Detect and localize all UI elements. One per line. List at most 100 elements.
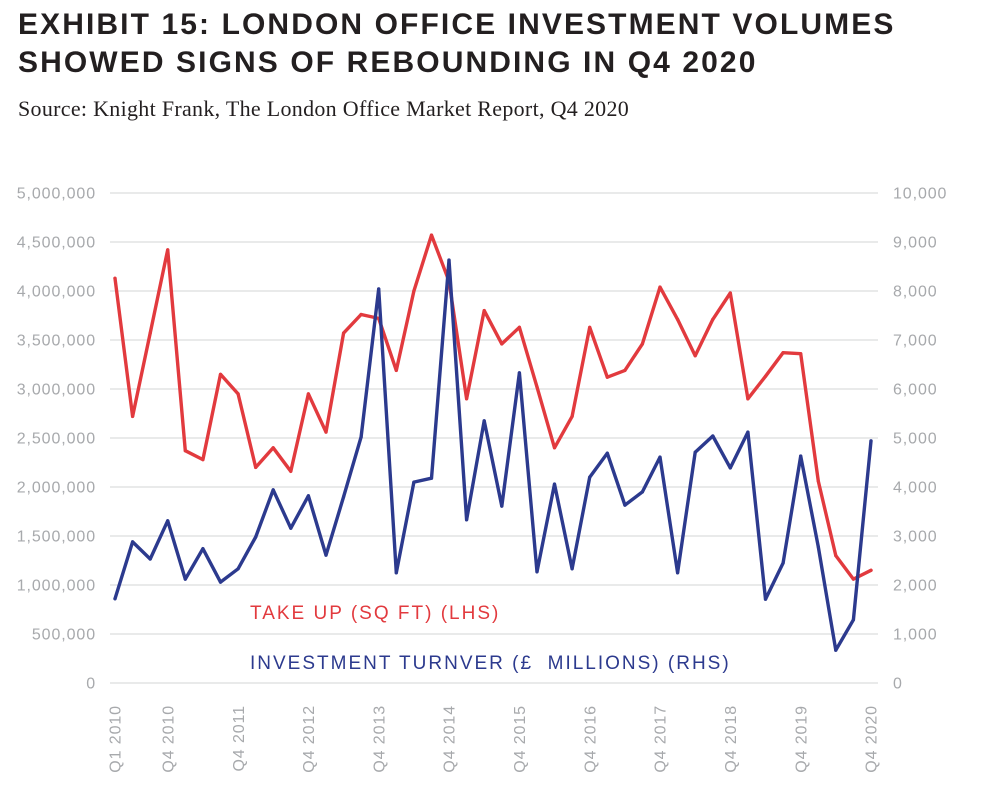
investment-turnover-point bbox=[763, 597, 768, 601]
investment-turnover-point bbox=[552, 482, 557, 486]
x-tick-label: Q4 2019 bbox=[793, 705, 810, 773]
investment-turnover-point bbox=[711, 434, 715, 438]
investment-turnover-point bbox=[271, 488, 275, 492]
y-left-tick-label: 5,000,000 bbox=[17, 186, 96, 203]
take-up-point bbox=[746, 397, 750, 401]
investment-turnover-point bbox=[218, 580, 223, 584]
take-up-point bbox=[429, 233, 434, 237]
y-left-tick-label: 2,500,000 bbox=[17, 431, 96, 448]
take-up-point bbox=[605, 375, 609, 379]
investment-turnover-point bbox=[183, 577, 187, 581]
y-right-tick-label: 7,000 bbox=[893, 333, 938, 350]
investment-turnover-point bbox=[728, 466, 732, 470]
investment-turnover-point bbox=[359, 435, 363, 439]
investment-turnover-legend-label: INVESTMENT TURNVER (£ MILLIONS) (RHS) bbox=[250, 653, 731, 674]
y-right-tick-label: 10,000 bbox=[893, 186, 947, 203]
take-up-point bbox=[412, 289, 416, 293]
x-tick-label: Q4 2012 bbox=[301, 705, 318, 773]
investment-turnover-point bbox=[834, 648, 838, 652]
investment-turnover-point bbox=[693, 450, 697, 454]
investment-turnover-point bbox=[306, 494, 310, 498]
take-up-point bbox=[676, 317, 680, 321]
take-up-point bbox=[201, 458, 205, 462]
take-up-point bbox=[535, 385, 539, 389]
take-up-point bbox=[394, 368, 398, 372]
take-up-point bbox=[183, 449, 187, 453]
legend: TAKE UP (SQ FT) (LHS) INVESTMENT TURNVER … bbox=[250, 603, 731, 674]
take-up-point bbox=[552, 446, 557, 450]
take-up-point bbox=[166, 248, 170, 252]
take-up-point bbox=[693, 354, 697, 358]
x-tick-label: Q4 2010 bbox=[160, 705, 177, 773]
take-up-point bbox=[640, 342, 645, 346]
series-lines bbox=[113, 233, 873, 652]
investment-turnover-point bbox=[623, 503, 627, 507]
investment-turnover-point bbox=[851, 618, 856, 622]
y-left-tick-label: 4,500,000 bbox=[17, 235, 96, 252]
x-tick-label: Q4 2015 bbox=[512, 705, 529, 773]
investment-turnover-point bbox=[816, 545, 820, 549]
investment-turnover-point bbox=[324, 553, 328, 557]
y-right-tick-label: 3,000 bbox=[893, 529, 938, 546]
x-tick-label: Q1 2010 bbox=[108, 705, 125, 773]
investment-turnover-point bbox=[500, 504, 504, 508]
take-up-point bbox=[711, 317, 715, 321]
take-up-point bbox=[254, 465, 258, 469]
take-up-point bbox=[623, 368, 627, 372]
x-tick-label: Q4 2016 bbox=[582, 705, 599, 773]
take-up-point bbox=[517, 325, 522, 329]
take-up-point bbox=[359, 312, 363, 317]
take-up-point bbox=[763, 374, 768, 378]
investment-turnover-point bbox=[465, 518, 469, 522]
x-tick-label: Q4 2017 bbox=[653, 705, 670, 773]
take-up-point bbox=[324, 430, 328, 434]
take-up-point bbox=[465, 397, 469, 401]
take-up-point bbox=[834, 554, 838, 558]
take-up-point bbox=[342, 331, 346, 335]
take-up-point bbox=[500, 342, 504, 346]
investment-turnover-point bbox=[869, 439, 873, 443]
investment-turnover-point bbox=[289, 526, 293, 530]
investment-turnover-point bbox=[377, 287, 381, 291]
investment-turnover-point bbox=[588, 475, 592, 479]
take-up-point bbox=[588, 325, 592, 329]
investment-turnover-point bbox=[570, 567, 574, 571]
investment-turnover-point bbox=[342, 495, 346, 499]
investment-turnover-point bbox=[429, 476, 434, 480]
take-up-point bbox=[728, 291, 732, 295]
investment-turnover-point bbox=[781, 561, 785, 565]
take-up-point bbox=[289, 469, 293, 473]
chart-title: EXHIBIT 15: LONDON OFFICE INVESTMENT VOL… bbox=[18, 8, 896, 79]
investment-turnover-point bbox=[148, 557, 152, 561]
investment-turnover-point bbox=[236, 567, 240, 571]
take-up-point bbox=[131, 414, 135, 418]
y-right-tick-label: 5,000 bbox=[893, 431, 938, 448]
x-tick-label: Q4 2018 bbox=[723, 705, 740, 773]
gridlines bbox=[110, 192, 878, 684]
take-up-line bbox=[113, 233, 873, 581]
investment-turnover-point bbox=[201, 547, 205, 551]
take-up-point bbox=[799, 352, 803, 356]
investment-turnover-line bbox=[113, 258, 873, 652]
y-left-tick-label: 0 bbox=[86, 676, 96, 693]
investment-turnover-point bbox=[447, 258, 451, 262]
investment-turnover-point bbox=[113, 597, 117, 601]
axis-labels: 0 500,000 1,000,000 1,500,000 2,000,000 2,500… bbox=[17, 186, 947, 773]
take-up-point bbox=[218, 372, 223, 376]
y-right-tick-label: 0 bbox=[893, 676, 903, 693]
take-up-point bbox=[781, 351, 785, 355]
y-left-tick-label: 3,500,000 bbox=[17, 333, 96, 350]
take-up-point bbox=[570, 414, 574, 418]
take-up-point bbox=[851, 577, 856, 581]
take-up-point bbox=[869, 568, 873, 572]
investment-turnover-point bbox=[799, 454, 803, 458]
y-right-tick-label: 9,000 bbox=[893, 235, 938, 252]
investment-turnover-point bbox=[131, 540, 135, 544]
y-right-tick-label: 6,000 bbox=[893, 382, 938, 399]
y-left-tick-label: 2,000,000 bbox=[17, 480, 96, 497]
y-left-tick-label: 1,000,000 bbox=[17, 578, 96, 595]
investment-turnover-point bbox=[605, 451, 609, 455]
take-up-point bbox=[658, 285, 662, 289]
y-right-tick-label: 4,000 bbox=[893, 480, 938, 497]
